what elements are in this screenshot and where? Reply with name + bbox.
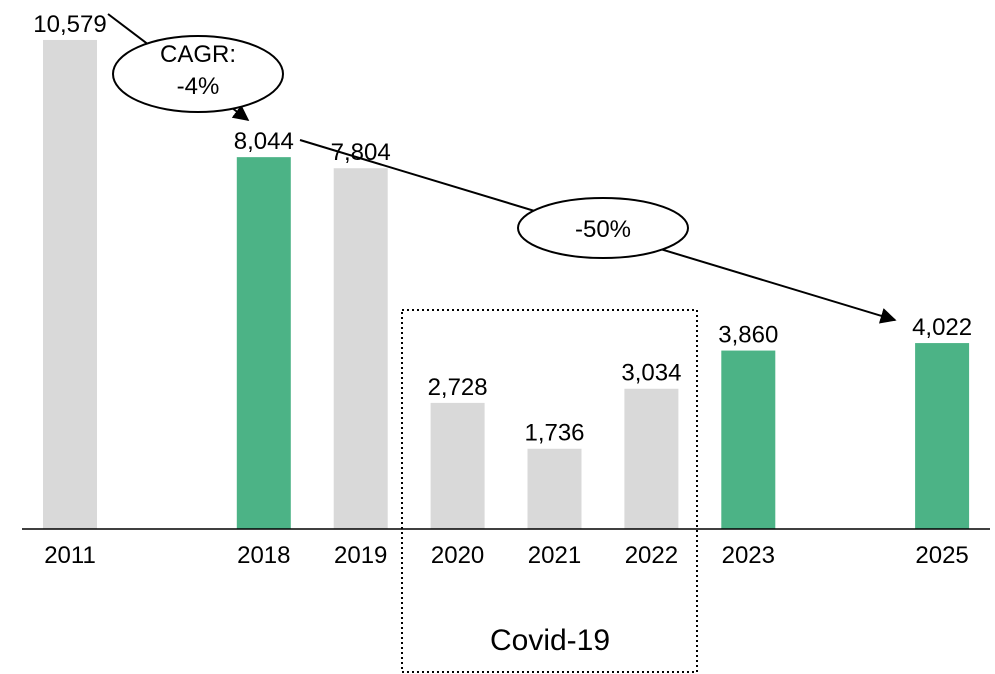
value-label: 1,736 [524,420,584,447]
value-label: 4,022 [912,314,972,341]
group-box [401,309,698,673]
annotation: -50% [575,216,631,243]
x-tick-label: 2018 [237,542,290,569]
bar [915,343,970,529]
value-label: 3,034 [621,360,681,387]
x-tick-label: 2023 [722,542,775,569]
value-label: 10,579 [33,11,106,38]
value-label: 3,860 [718,322,778,349]
x-tick-label: 2020 [431,542,484,569]
bar [236,157,291,529]
value-label: 8,044 [234,128,294,155]
bar [43,39,97,530]
bar [430,402,485,529]
bar [624,388,679,529]
bar [721,350,776,529]
x-tick-label: 2025 [915,542,968,569]
annotation: CAGR: [160,41,236,68]
callout [112,35,284,113]
x-tick-label: 2019 [334,542,387,569]
bar [333,168,388,529]
bar [527,448,582,529]
x-tick-label: 2022 [625,542,678,569]
x-tick-label: 2011 [44,542,96,569]
annotation: -4% [177,73,220,100]
value-label: 2,728 [428,374,488,401]
x-tick-label: 2021 [528,542,581,569]
group-label: Covid-19 [490,624,610,657]
callout [517,197,689,259]
